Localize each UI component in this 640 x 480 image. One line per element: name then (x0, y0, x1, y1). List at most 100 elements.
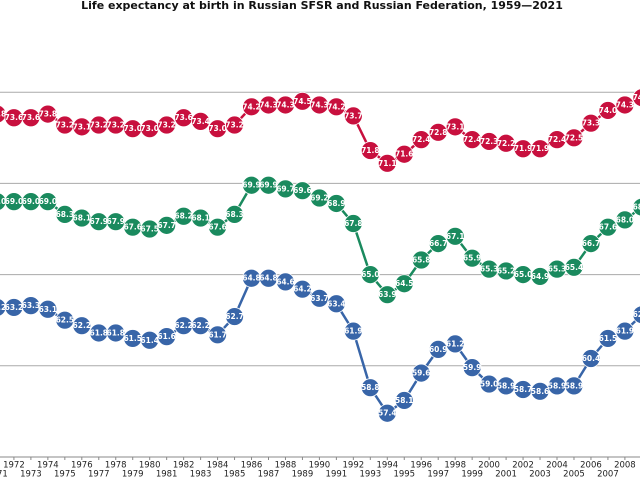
data-label: 60.4 (582, 354, 601, 363)
data-label: 62.7 (225, 312, 244, 321)
data-label: 65.3 (480, 265, 499, 274)
data-label: 69.0 (0, 197, 6, 206)
data-point (360, 265, 380, 285)
data-label: 66.7 (429, 239, 448, 248)
data-point (598, 101, 618, 120)
data-label: 65.0 (514, 270, 533, 279)
data-label: 63.4 (327, 299, 346, 308)
data-label: 67.5 (140, 225, 159, 234)
data-label: 67.9 (106, 217, 125, 226)
data-point (564, 257, 584, 277)
x-tick-label: 1978 (105, 461, 127, 471)
data-point (343, 321, 363, 341)
data-label: 74.2 (327, 102, 346, 111)
data-point (615, 321, 635, 341)
data-label: 61.7 (208, 330, 227, 339)
x-tick-label: 1984 (207, 461, 229, 471)
x-tick-label: 1996 (410, 461, 432, 471)
data-label: 64.8 (242, 274, 261, 283)
data-point (394, 391, 414, 410)
data-label: 74.3 (310, 100, 329, 109)
data-label: 74.2 (242, 102, 261, 111)
data-point (38, 192, 58, 212)
data-point (38, 104, 58, 124)
data-label: 69.9 (242, 181, 261, 190)
data-label: 58.7 (514, 385, 533, 394)
data-label: 68.1 (73, 214, 92, 223)
data-point (598, 329, 618, 348)
x-tick-label: 1977 (88, 470, 110, 480)
data-label: 58.9 (565, 381, 584, 390)
data-point (462, 248, 482, 268)
x-tick-label: 2005 (563, 470, 585, 480)
data-label: 74.5 (293, 97, 312, 106)
data-label: 68.3 (225, 210, 244, 219)
data-label: 65.0 (361, 270, 380, 279)
data-point (191, 111, 211, 131)
data-point (581, 234, 601, 253)
data-point (326, 97, 346, 117)
x-tick-label: 2003 (529, 470, 551, 480)
data-point (445, 117, 465, 137)
data-point (377, 285, 397, 305)
x-tick-label: 1976 (71, 461, 93, 471)
data-label: 62.5 (56, 316, 75, 325)
data-point (411, 363, 431, 383)
x-tick-label: 1993 (360, 470, 382, 480)
data-label: 64.6 (276, 277, 295, 286)
data-point (530, 267, 550, 286)
data-label: 73.3 (582, 119, 601, 128)
data-label: 71.6 (395, 150, 414, 159)
data-point (632, 305, 640, 324)
data-label: 61.4 (140, 336, 159, 345)
data-label: 73.6 (174, 113, 193, 122)
data-point (191, 316, 211, 336)
data-label: 73.2 (56, 121, 75, 130)
data-label: 71.8 (361, 146, 380, 155)
x-tick-label: 2004 (546, 461, 568, 471)
data-label: 74.3 (259, 100, 278, 109)
data-label: 74.3 (616, 100, 635, 109)
data-label: 62.8 (633, 310, 640, 319)
data-label: 73.8 (39, 110, 58, 119)
data-point (360, 141, 380, 160)
data-point (225, 115, 244, 135)
data-label: 73.0 (123, 124, 142, 133)
data-label: 61.2 (446, 339, 465, 348)
data-point (106, 212, 126, 232)
x-tick-label: 2000 (478, 461, 500, 471)
data-point (208, 217, 227, 237)
data-label: 72.2 (497, 139, 516, 148)
data-point (394, 274, 414, 294)
data-label: 61.5 (599, 334, 618, 343)
data-label: 58.6 (531, 387, 550, 396)
data-label: 68.7 (633, 203, 640, 212)
data-point (276, 272, 295, 292)
data-point (411, 130, 431, 150)
data-point (293, 279, 312, 299)
x-tick-label: 1989 (292, 470, 314, 480)
data-label: 61.6 (157, 332, 176, 341)
data-label: 65.4 (565, 263, 584, 272)
x-tick-label: 1971 (0, 470, 8, 480)
data-point (394, 144, 414, 164)
data-label: 69.0 (39, 197, 58, 206)
data-point (581, 349, 601, 368)
data-label: 62.2 (73, 321, 92, 330)
data-label: 74.0 (599, 106, 618, 115)
data-point (106, 323, 126, 343)
data-point (615, 95, 635, 115)
data-label: 73.1 (73, 122, 92, 131)
data-label: 63.7 (310, 294, 329, 303)
data-point (225, 307, 244, 326)
data-label: 58.9 (548, 381, 567, 390)
data-label: 73.6 (22, 113, 41, 122)
x-tick-label: 2006 (580, 461, 602, 471)
data-point (326, 194, 346, 213)
data-label: 73.7 (344, 111, 363, 120)
data-label: 64.5 (395, 279, 414, 288)
data-label: 67.6 (599, 223, 618, 232)
x-tick-label: 1981 (156, 470, 178, 480)
